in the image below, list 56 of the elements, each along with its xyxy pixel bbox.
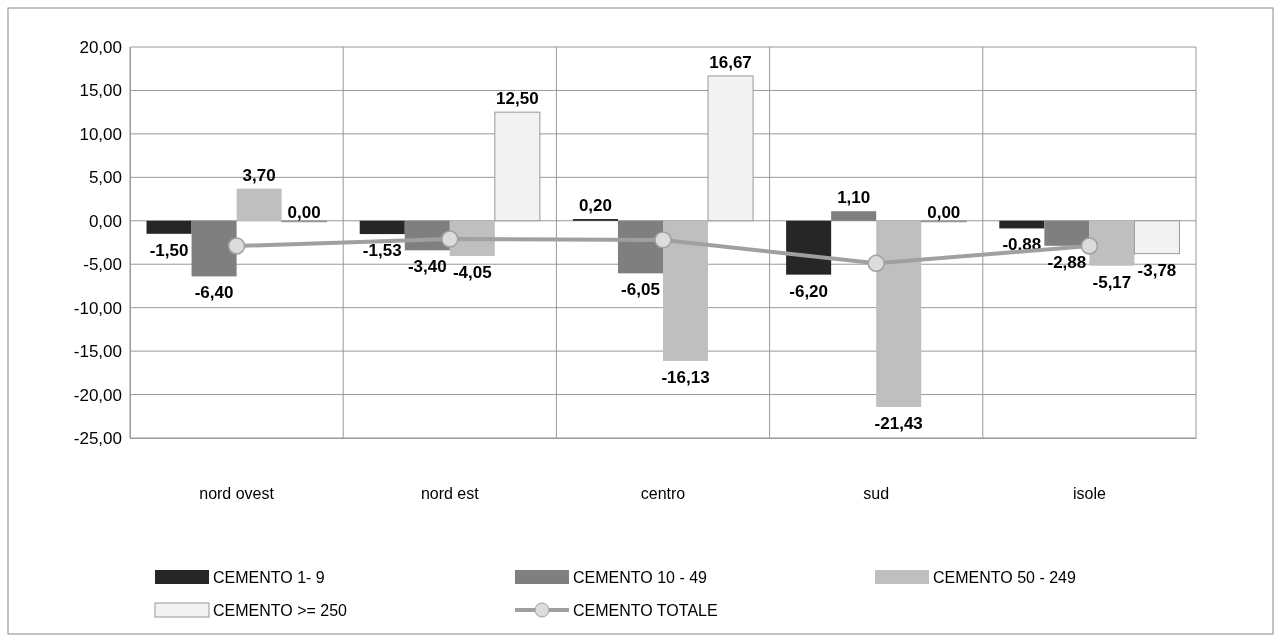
data-label: -1,53 — [362, 241, 402, 261]
point — [441, 230, 459, 248]
data-label: -16,13 — [661, 367, 710, 387]
data-label: 12,50 — [496, 89, 539, 109]
y-tick-label: 15,00 — [79, 81, 122, 101]
data-label: -0,88 — [1002, 235, 1042, 255]
bar — [236, 188, 282, 221]
bar — [786, 220, 832, 275]
legend-label: CEMENTO 10 - 49 — [573, 569, 708, 586]
data-label: -4,05 — [452, 262, 492, 282]
y-tick-label: 10,00 — [79, 124, 122, 144]
x-tick-label: sud — [863, 485, 890, 503]
data-label: 0,00 — [287, 202, 321, 222]
point — [227, 237, 246, 255]
y-tick-label: 0,00 — [88, 211, 122, 231]
legend-label: CEMENTO TOTALE — [573, 602, 718, 619]
data-label: 0,00 — [927, 202, 961, 222]
bar — [146, 220, 192, 234]
legend-label: CEMENTO 50 - 249 — [933, 569, 1076, 586]
data-label: 3,70 — [242, 165, 276, 185]
y-tick-label: -25,00 — [73, 428, 122, 448]
bar — [831, 211, 877, 221]
bar — [663, 220, 709, 361]
data-label: 1,10 — [837, 188, 871, 208]
data-label: -1,50 — [149, 240, 189, 260]
y-tick-label: -15,00 — [73, 342, 122, 362]
bar — [359, 220, 405, 235]
bar — [876, 220, 922, 407]
y-tick-label: 5,00 — [88, 168, 122, 188]
x-tick-label: isole — [1072, 485, 1106, 503]
x-tick-label: nord ovest — [199, 485, 275, 503]
y-tick-label: -10,00 — [73, 298, 122, 318]
data-label: -3,78 — [1137, 260, 1177, 280]
y-tick-label: 20,00 — [79, 37, 122, 57]
data-label: -6,05 — [621, 280, 660, 300]
data-label: 0,20 — [578, 196, 612, 216]
data-label: -6,20 — [789, 281, 829, 301]
data-label: -21,43 — [874, 413, 923, 433]
point — [867, 254, 885, 273]
point — [654, 231, 672, 249]
bar — [191, 220, 237, 277]
y-tick-label: -5,00 — [83, 255, 122, 275]
legend-label: CEMENTO 1- 9 — [213, 569, 325, 586]
bar — [1089, 220, 1135, 266]
legend-label: CEMENTO >= 250 — [213, 602, 348, 619]
x-tick-label: centro — [640, 485, 686, 503]
bar — [1044, 220, 1090, 246]
data-label: -6,40 — [194, 283, 234, 303]
data-label: 16,67 — [709, 52, 752, 72]
point — [1080, 237, 1099, 255]
x-tick-label: nord est — [420, 485, 480, 503]
bar — [999, 220, 1045, 229]
data-label: -3,40 — [407, 257, 447, 277]
y-tick-label: -20,00 — [73, 385, 122, 405]
data-label: -5,17 — [1092, 272, 1132, 292]
data-label: -2,88 — [1047, 252, 1087, 272]
